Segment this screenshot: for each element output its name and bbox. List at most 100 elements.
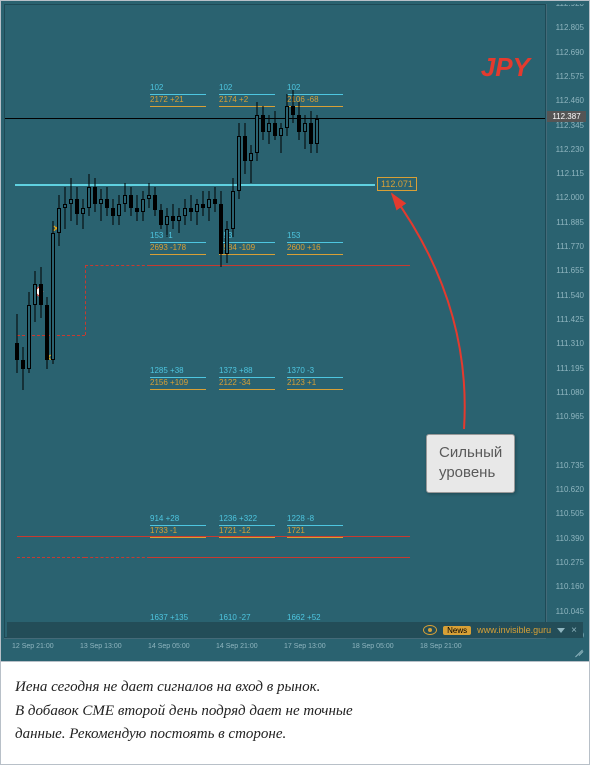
site-link[interactable]: www.invisible.guru — [477, 625, 551, 635]
candle — [51, 221, 55, 365]
candle — [105, 187, 109, 217]
x-tick: 18 Sep 05:00 — [352, 643, 394, 650]
range-line — [85, 557, 150, 558]
indicator-toolbar: News www.invisible.guru × — [7, 622, 583, 638]
y-tick: 112.115 — [556, 169, 584, 178]
level-label: 153 — [287, 231, 300, 240]
level-line — [287, 106, 343, 107]
level-line — [219, 537, 275, 538]
candle — [297, 102, 301, 140]
level-label: 2600 +16 — [287, 243, 321, 252]
y-tick: 110.045 — [556, 607, 584, 616]
candle — [309, 111, 313, 153]
candle — [315, 115, 319, 153]
candle — [93, 178, 97, 212]
dropdown-icon[interactable] — [557, 628, 565, 633]
candle — [213, 187, 217, 212]
candle — [69, 178, 73, 220]
candle — [231, 178, 235, 237]
candle — [237, 123, 241, 199]
candle — [279, 123, 283, 153]
price-level-box: 112.071 — [377, 177, 417, 191]
chart-panel[interactable]: 112.0711022172 +211022174 +21022106 -681… — [1, 1, 589, 661]
candle — [195, 199, 199, 224]
close-icon[interactable]: × — [571, 625, 577, 636]
callout-box: Сильныйуровень — [426, 434, 515, 493]
y-tick: 110.505 — [556, 509, 584, 518]
level-line — [219, 106, 275, 107]
level-line — [150, 106, 206, 107]
level-line — [219, 389, 275, 390]
candle — [273, 111, 277, 141]
level-line — [150, 254, 206, 255]
range-line — [150, 557, 410, 558]
range-line — [17, 536, 410, 537]
candle — [303, 115, 307, 149]
y-tick: 110.390 — [556, 534, 584, 543]
y-tick: 110.735 — [556, 461, 584, 470]
range-line — [17, 557, 85, 558]
candle — [201, 191, 205, 216]
candle — [39, 267, 43, 318]
y-tick: 112.460 — [556, 96, 584, 105]
candle — [129, 187, 133, 217]
candle — [291, 90, 295, 124]
level-label: 1637 +135 — [150, 613, 188, 622]
y-tick: 111.310 — [556, 339, 584, 348]
y-tick: 111.195 — [556, 364, 584, 373]
level-line — [287, 254, 343, 255]
level-line — [150, 537, 206, 538]
news-button[interactable]: News — [443, 626, 471, 635]
x-tick: 17 Sep 13:00 — [284, 643, 326, 650]
level-label: 2122 -34 — [219, 378, 251, 387]
candle — [183, 199, 187, 224]
x-tick: 14 Sep 21:00 — [216, 643, 258, 650]
candle — [45, 297, 49, 369]
plot-region[interactable]: 112.0711022172 +211022174 +21022106 -681… — [4, 4, 546, 638]
candle — [153, 187, 157, 217]
y-tick: 110.965 — [556, 412, 584, 421]
caption-text: Иена сегодня не дает сигналов на вход в … — [1, 661, 589, 764]
x-tick: 14 Sep 05:00 — [148, 643, 190, 650]
level-label: 914 +28 — [150, 514, 179, 523]
y-tick: 110.275 — [556, 558, 584, 567]
level-label: 2174 +2 — [219, 95, 248, 104]
level-label: 1370 -3 — [287, 366, 314, 375]
callout-line: уровень — [439, 463, 502, 483]
candle — [285, 94, 289, 136]
level-label: 102 — [150, 83, 163, 92]
symbol-label: JPY — [481, 52, 530, 83]
candle — [147, 183, 151, 208]
candle — [99, 189, 103, 221]
y-tick: 110.160 — [556, 582, 584, 591]
level-label: 1373 +88 — [219, 366, 253, 375]
candle — [27, 292, 31, 372]
y-tick: 111.080 — [556, 388, 584, 397]
x-tick: 12 Sep 21:00 — [12, 643, 54, 650]
range-line — [150, 265, 410, 266]
x-axis: 12 Sep 21:0013 Sep 13:0014 Sep 05:0014 S… — [4, 638, 546, 658]
y-tick: 111.655 — [556, 266, 584, 275]
level-label: 2156 +109 — [150, 378, 188, 387]
candle — [63, 187, 67, 229]
candle — [225, 221, 229, 263]
callout-line: Сильный — [439, 443, 502, 463]
eye-icon[interactable] — [423, 625, 437, 635]
level-label: 102 — [219, 83, 232, 92]
candle — [159, 204, 163, 229]
y-tick: 112.690 — [556, 48, 584, 57]
caption-line: Иена сегодня не дает сигналов на вход в … — [15, 676, 575, 699]
level-label: 1285 +38 — [150, 366, 184, 375]
candle — [33, 271, 37, 322]
candle — [75, 187, 79, 225]
level-label: 153 -1 — [150, 231, 173, 240]
level-label: 1228 -8 — [287, 514, 314, 523]
candle — [207, 191, 211, 221]
candle — [249, 145, 253, 183]
y-tick: 112.920 — [556, 1, 584, 8]
candle — [171, 204, 175, 229]
resize-handle-icon[interactable] — [574, 646, 584, 656]
candle — [177, 208, 181, 233]
candle — [87, 174, 91, 216]
level-label: 1610 -27 — [219, 613, 251, 622]
